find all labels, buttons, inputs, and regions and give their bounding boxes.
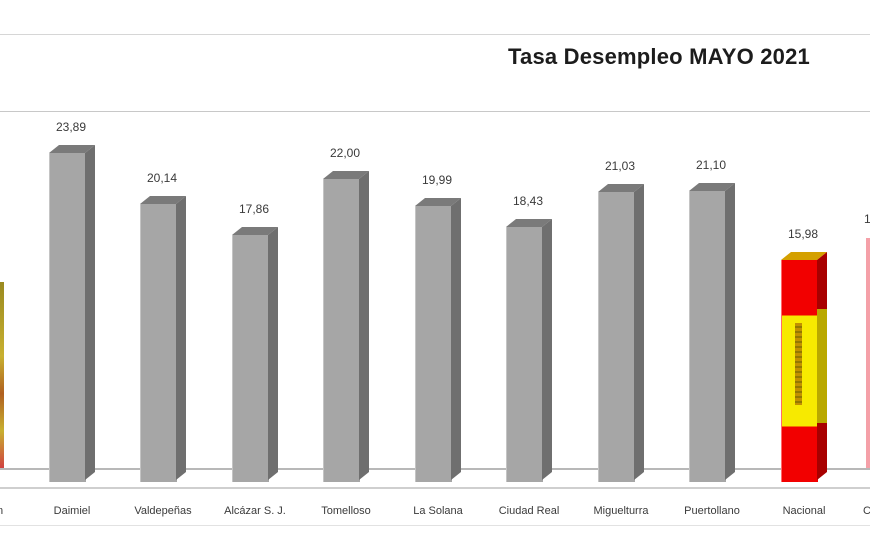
value-label: 22,00	[329, 146, 361, 160]
bar-front-face	[415, 206, 452, 482]
bar-side-face	[268, 227, 278, 480]
bar-top-face	[781, 252, 827, 260]
bar	[689, 183, 735, 482]
bar-side-face	[359, 171, 369, 480]
bar-top-face	[598, 184, 644, 192]
chart-title: Tasa Desempleo MAYO 2021	[508, 44, 810, 69]
bar-front-face	[232, 235, 269, 482]
category-label: Ciudad Real	[498, 505, 560, 517]
chart-top-border	[0, 34, 870, 35]
coat-of-arms-icon	[795, 323, 802, 405]
bar-front-face	[323, 179, 360, 482]
bar-top-face	[506, 219, 552, 227]
bar-front-face	[140, 204, 177, 482]
value-label: 21,03	[604, 159, 636, 173]
category-axis	[0, 487, 870, 489]
bar	[140, 196, 186, 482]
partial-bar-right	[866, 238, 870, 468]
bar-top-face	[232, 227, 278, 235]
category-label: Alcázar S. J.	[224, 505, 286, 517]
category-label: Tomelloso	[321, 505, 371, 517]
category-label-left-fragment: n	[0, 505, 45, 517]
bar-side-face	[725, 183, 735, 480]
bar-front-face	[506, 227, 543, 482]
value-label: 21,10	[695, 158, 727, 172]
value-label: 18,43	[512, 194, 544, 208]
bar-top-face	[689, 183, 735, 191]
partial-bar-left	[0, 282, 4, 468]
value-label: 23,89	[55, 120, 87, 134]
value-label-right-fragment: 1	[864, 212, 870, 226]
bar-front-face	[689, 191, 726, 482]
bar-front-face	[598, 192, 635, 482]
bar	[323, 171, 369, 482]
category-label: Daimiel	[53, 505, 91, 517]
bar	[506, 219, 552, 482]
bar-side-face	[451, 198, 461, 480]
category-label: Valdepeñas	[134, 505, 192, 517]
bar-nacional	[781, 252, 827, 482]
bar-side-face	[817, 252, 827, 480]
category-label: Puertollano	[684, 505, 740, 517]
bar-side-face	[85, 145, 95, 480]
bar-side-face	[542, 219, 552, 480]
bar	[415, 198, 461, 482]
value-label: 19,99	[421, 173, 453, 187]
value-label: 20,14	[146, 171, 178, 185]
bar	[598, 184, 644, 482]
category-label: Nacional	[782, 505, 826, 517]
bar	[232, 227, 278, 482]
value-label: 17,86	[238, 202, 270, 216]
category-label-right-fragment: C	[863, 505, 870, 517]
bar-side-face	[176, 196, 186, 480]
bar-top-face	[140, 196, 186, 204]
value-label: 15,98	[787, 227, 819, 241]
bar	[49, 145, 95, 482]
bar-top-face	[415, 198, 461, 206]
bar-front-face	[49, 153, 86, 482]
chart-bottom-border	[0, 525, 870, 526]
title-divider	[0, 111, 870, 112]
bar-top-face	[323, 171, 369, 179]
category-label: Miguelturra	[593, 505, 649, 517]
bar-top-face	[49, 145, 95, 153]
category-label: La Solana	[413, 505, 463, 517]
bar-side-face	[634, 184, 644, 480]
